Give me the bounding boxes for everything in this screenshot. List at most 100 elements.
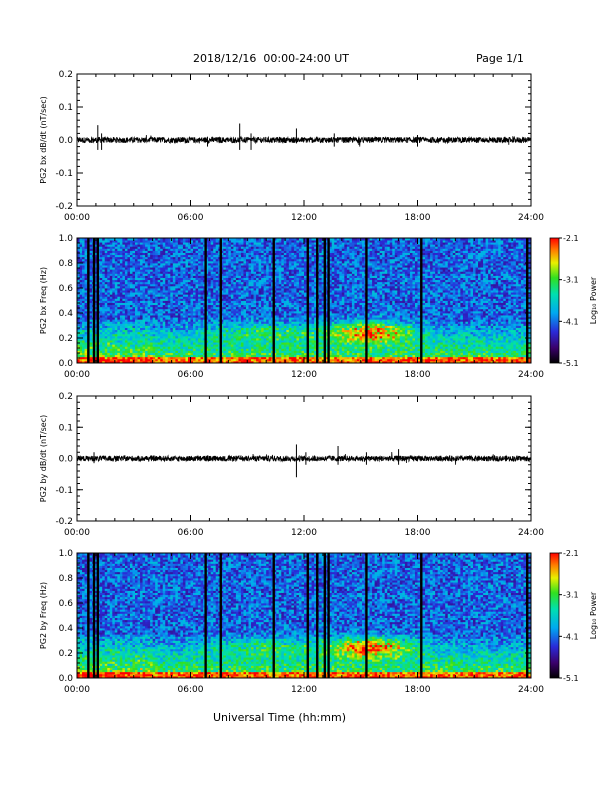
heat-cell (172, 256, 176, 260)
heat-cell (193, 304, 196, 308)
heat-cell (112, 300, 116, 303)
heat-cell (112, 240, 116, 243)
heat-cell (150, 273, 154, 276)
heat-cell (198, 352, 201, 356)
heat-cell (150, 298, 154, 301)
heat-cell (165, 238, 169, 241)
heat-cell (117, 308, 121, 312)
heat-cell (238, 285, 242, 289)
heat-cell (89, 348, 93, 351)
heat-cell (177, 265, 181, 268)
heat-cell (112, 350, 116, 353)
heat-cell (248, 313, 252, 316)
heat-cell (233, 350, 237, 353)
heat-cell (205, 296, 209, 299)
heat-cell (157, 300, 161, 303)
heat-cell (205, 242, 209, 245)
heat-cell (135, 346, 138, 349)
heat-cell (180, 313, 184, 316)
heat-cell (187, 319, 191, 322)
heat-cell (119, 319, 123, 322)
heat-cell (195, 342, 199, 345)
heat-cell (187, 354, 191, 358)
heat-cell (127, 283, 131, 287)
heat-cell (89, 344, 93, 347)
heat-cell (256, 252, 259, 256)
heat-cell (119, 250, 123, 253)
heat-cell (258, 263, 262, 266)
heat-cell (230, 310, 234, 314)
heat-cell (175, 335, 179, 339)
heat-cell (240, 315, 244, 318)
heat-cell (99, 329, 103, 333)
heat-cell (99, 352, 103, 356)
heat-cell (145, 304, 149, 308)
heat-cell (175, 348, 179, 351)
heat-cell (135, 338, 138, 341)
heat-cell (137, 323, 141, 326)
heat-cell (198, 256, 201, 260)
heat-cell (140, 283, 143, 287)
heat-cell (109, 279, 113, 283)
heat-cell (84, 258, 88, 262)
heat-cell (129, 265, 133, 268)
heat-cell (256, 338, 259, 341)
heat-cell (124, 269, 128, 272)
heat-cell (104, 317, 108, 320)
heat-cell (79, 296, 83, 299)
heat-cell (256, 292, 259, 295)
heat-cell (119, 317, 123, 320)
heat-cell (215, 304, 219, 308)
heat-cell (258, 354, 262, 358)
heat-cell (238, 269, 242, 272)
heat-cell (77, 269, 80, 272)
heat-cell (205, 348, 209, 351)
heat-cell (235, 327, 239, 331)
heat-cell (235, 292, 239, 295)
heat-cell (266, 327, 270, 331)
heat-cell (210, 313, 214, 316)
heat-cell (263, 275, 267, 278)
heat-cell (129, 335, 133, 339)
heat-cell (112, 356, 116, 360)
heat-cell (200, 267, 204, 270)
heat-cell (132, 340, 136, 343)
heat-cell (94, 342, 98, 345)
heat-cell (175, 294, 179, 297)
heat-cell (230, 294, 234, 297)
heat-cell (79, 342, 83, 345)
heat-cell (256, 258, 259, 262)
heat-cell (225, 277, 229, 281)
heat-cell (104, 283, 108, 287)
heat-cell (177, 306, 181, 310)
heat-cell (238, 288, 242, 291)
heat-cell (240, 358, 244, 362)
heat-cell (187, 292, 191, 295)
heat-cell (99, 279, 103, 283)
heat-cell (157, 319, 161, 322)
heat-cell (99, 277, 103, 281)
heat-cell (253, 325, 257, 328)
heat-cell (152, 308, 156, 312)
heat-cell (152, 250, 156, 253)
heat-cell (185, 240, 189, 243)
heat-cell (205, 331, 209, 335)
heat-cell (220, 271, 224, 274)
heat-cell (268, 271, 272, 274)
heat-cell (89, 292, 93, 295)
heat-cell (127, 279, 131, 283)
heat-cell (253, 329, 257, 333)
heat-cell (114, 265, 118, 268)
heat-cell (114, 344, 118, 347)
heat-cell (198, 317, 201, 320)
heat-cell (79, 298, 83, 301)
heat-cell (127, 242, 131, 245)
heat-cell (142, 267, 146, 270)
heat-cell (147, 273, 151, 276)
heat-cell (175, 277, 179, 281)
heat-cell (198, 315, 201, 318)
heat-cell (79, 292, 83, 295)
heat-cell (135, 317, 138, 320)
heat-cell (223, 313, 227, 316)
heat-cell (198, 246, 201, 249)
